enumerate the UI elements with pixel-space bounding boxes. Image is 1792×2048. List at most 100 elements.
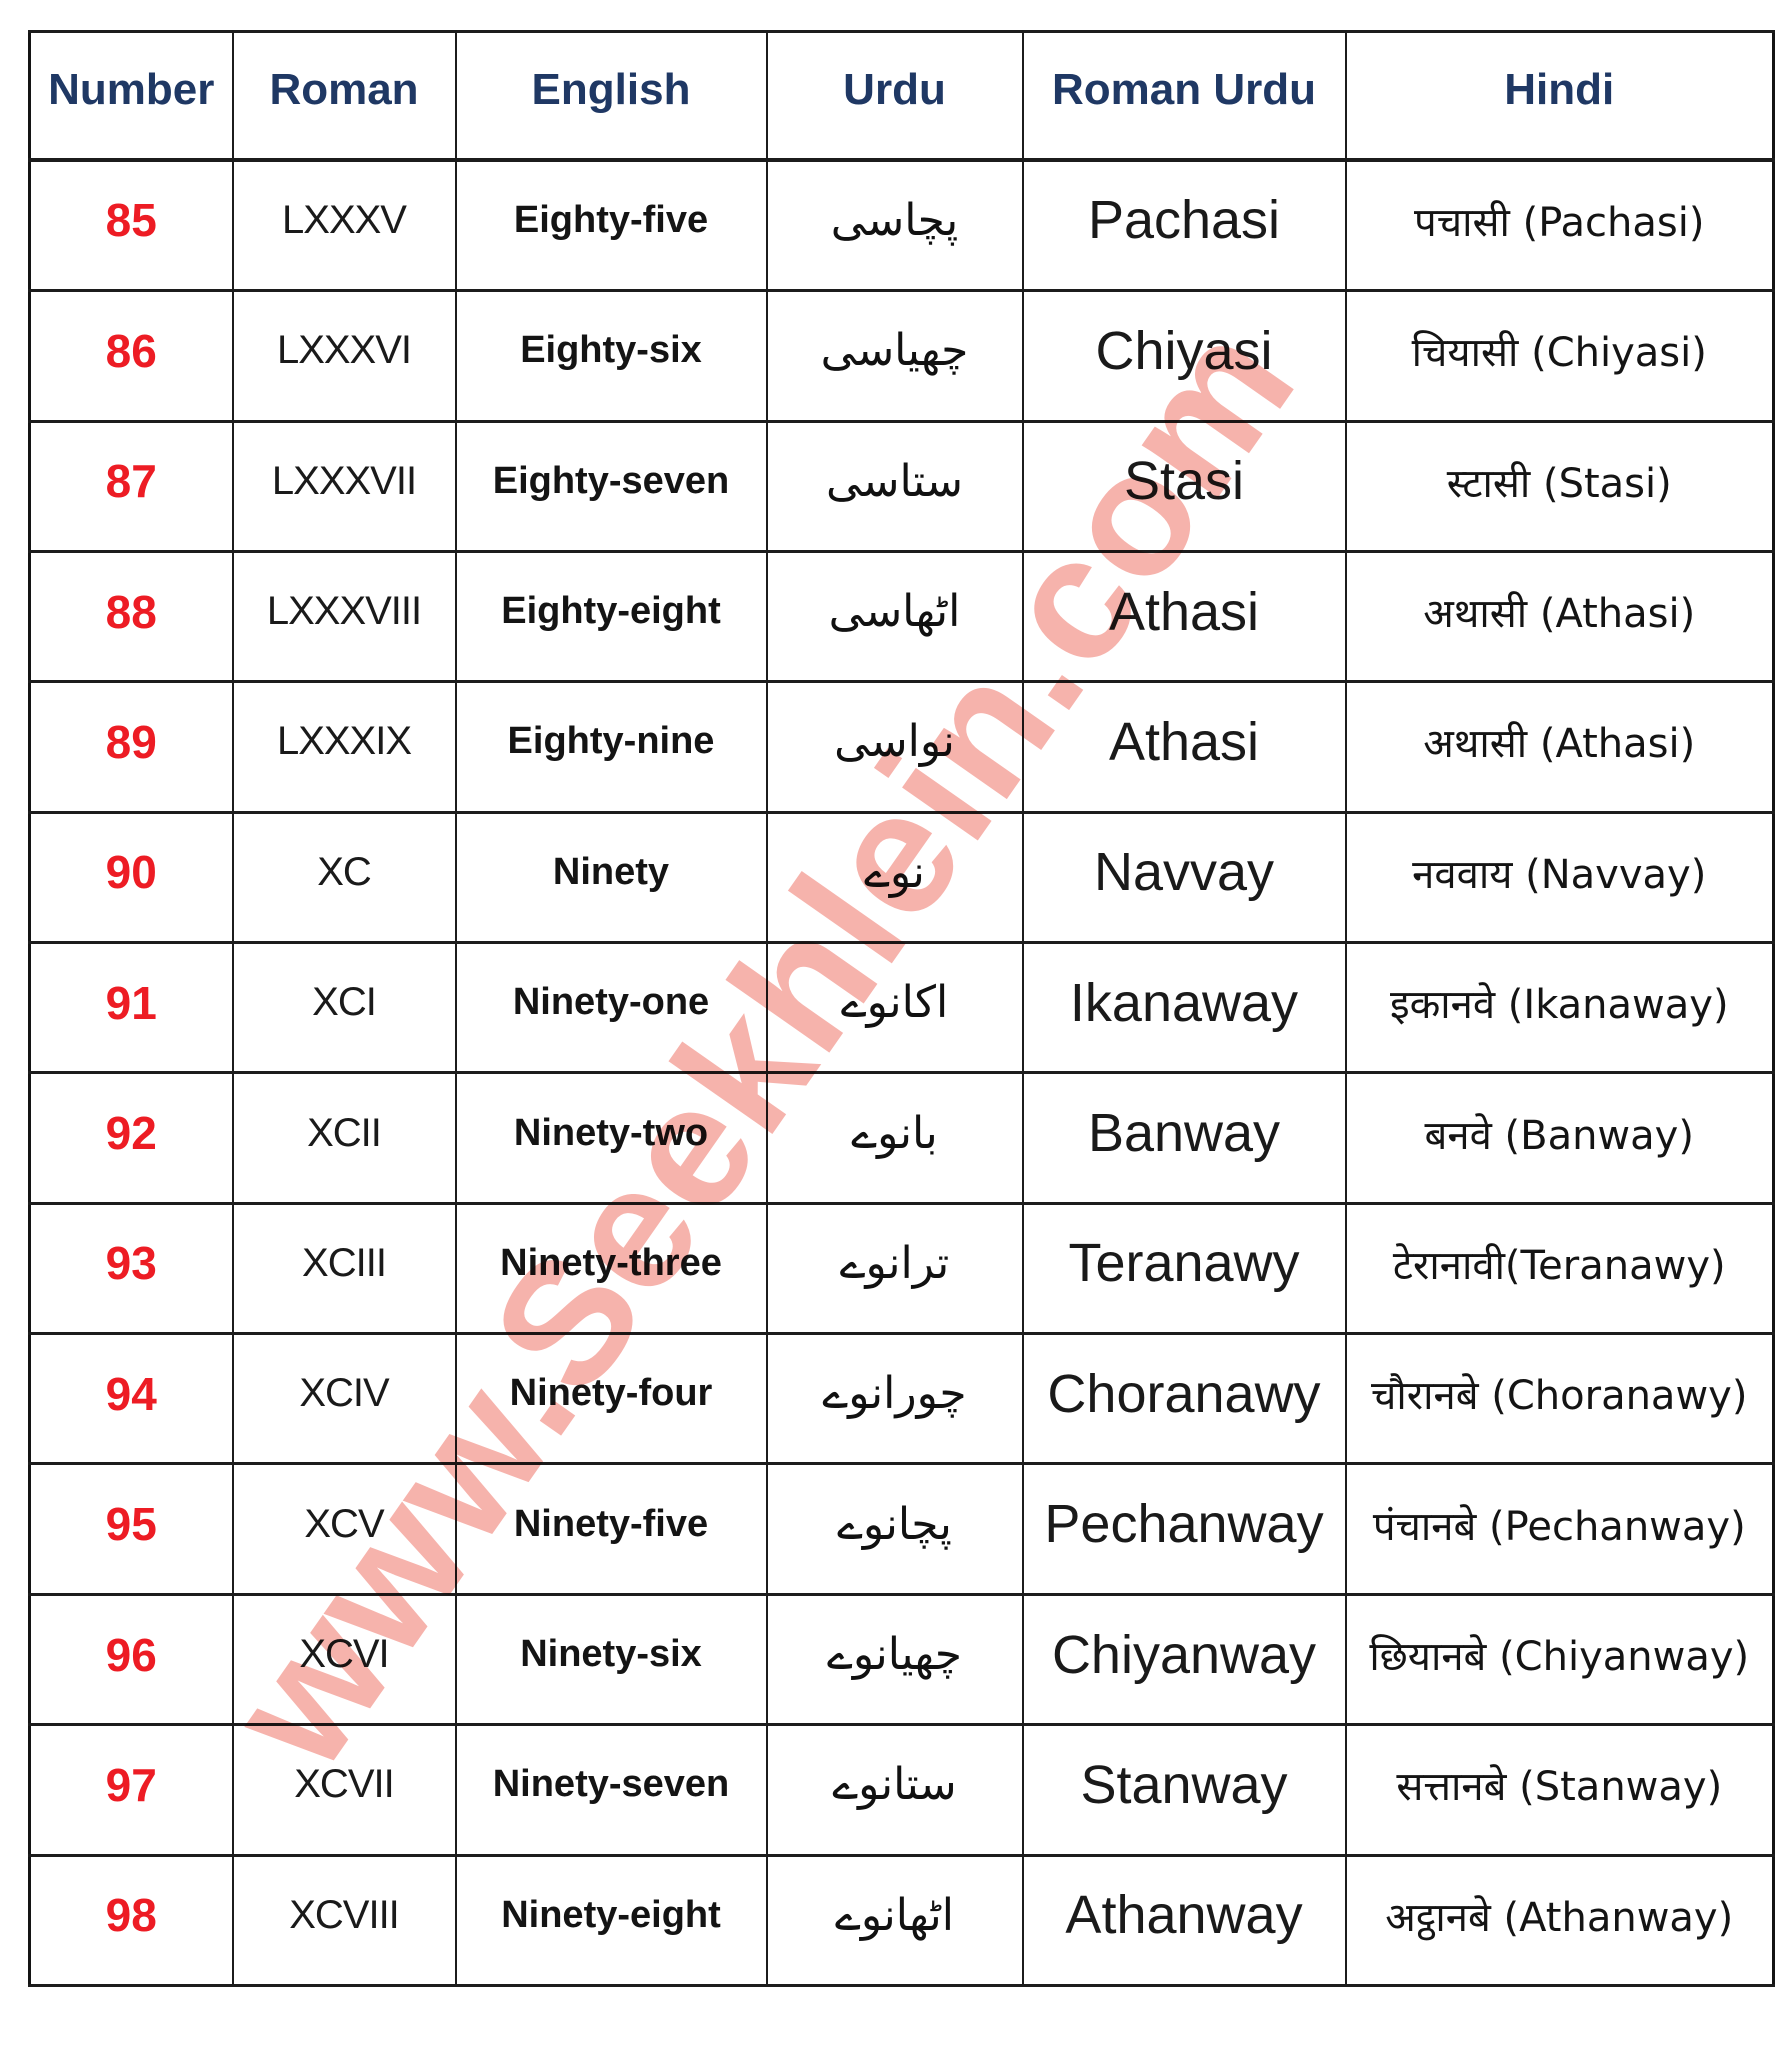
cell-roman: LXXXVI	[231, 289, 457, 423]
cell-urdu: چورانوے	[765, 1332, 1024, 1466]
cell-english: Ninety-four	[454, 1332, 768, 1466]
cell-roman: LXXXVIII	[231, 549, 457, 684]
cell-number: 92	[28, 1071, 234, 1205]
cell-number: 90	[28, 810, 234, 945]
cell-roman_urdu: Stasi	[1021, 419, 1347, 553]
cell-roman: LXXXVII	[231, 419, 457, 553]
cell-urdu: ستانوے	[765, 1723, 1024, 1857]
cell-roman_urdu: Chiyanway	[1021, 1592, 1347, 1727]
cell-english: Ninety-six	[454, 1592, 768, 1727]
table-row: 88 LXXXVIII Eighty-eight اٹھاسی Athasi अथासी …	[28, 549, 1775, 684]
cell-urdu: اٹھانوے	[765, 1853, 1024, 1988]
cell-hindi: सत्तानबे (Stanway)	[1344, 1723, 1775, 1857]
numbers-table: Number Roman English Urdu Roman Urdu Hindi 85…	[28, 30, 1775, 1988]
cell-urdu: چھیانوے	[765, 1592, 1024, 1727]
cell-number: 85	[28, 157, 234, 293]
cell-roman: LXXXV	[231, 157, 457, 293]
cell-hindi: टेरानावी(Teranawy)	[1344, 1201, 1775, 1336]
cell-hindi: पचासी (Pachasi)	[1344, 157, 1775, 293]
table-row: 89 LXXXIX Eighty-nine نواسی Athasi अथासी (Ath…	[28, 680, 1775, 814]
column-header-roman: Roman	[231, 30, 457, 162]
cell-hindi: चौरानबे (Choranawy)	[1344, 1332, 1775, 1466]
cell-english: Ninety-eight	[454, 1853, 768, 1988]
cell-number: 89	[28, 680, 234, 814]
cell-number: 86	[28, 289, 234, 423]
cell-roman: XCVIII	[231, 1853, 457, 1988]
table-row: 93 XCIII Ninety-three ترانوے Teranawy टेरानाव…	[28, 1201, 1775, 1336]
cell-roman_urdu: Athanway	[1021, 1853, 1347, 1988]
table-row: 94 XCIV Ninety-four چورانوے Choranawy चौरानबे…	[28, 1332, 1775, 1466]
cell-roman_urdu: Ikanaway	[1021, 941, 1347, 1075]
cell-english: Eighty-seven	[454, 419, 768, 553]
cell-number: 96	[28, 1592, 234, 1727]
cell-hindi: अथासी (Athasi)	[1344, 549, 1775, 684]
cell-urdu: ستاسی	[765, 419, 1024, 553]
cell-roman: XCIII	[231, 1201, 457, 1336]
table-row: 92 XCII Ninety-two بانوے Banway बनवे (Banway)	[28, 1071, 1775, 1205]
cell-roman: XCV	[231, 1462, 457, 1596]
cell-number: 98	[28, 1853, 234, 1988]
cell-roman: LXXXIX	[231, 680, 457, 814]
cell-roman_urdu: Pechanway	[1021, 1462, 1347, 1596]
cell-english: Ninety	[454, 810, 768, 945]
cell-english: Ninety-one	[454, 941, 768, 1075]
cell-roman: XC	[231, 810, 457, 945]
cell-hindi: अट्ठानबे (Athanway)	[1344, 1853, 1775, 1988]
cell-english: Eighty-six	[454, 289, 768, 423]
cell-roman: XCII	[231, 1071, 457, 1205]
table-row: 95 XCV Ninety-five پچانوے Pechanway पंचानबे (…	[28, 1462, 1775, 1596]
column-header-hindi: Hindi	[1344, 30, 1775, 162]
cell-roman: XCVII	[231, 1723, 457, 1857]
cell-hindi: बनवे (Banway)	[1344, 1071, 1775, 1205]
cell-hindi: इकानवे (Ikanaway)	[1344, 941, 1775, 1075]
cell-number: 87	[28, 419, 234, 553]
cell-number: 91	[28, 941, 234, 1075]
cell-roman_urdu: Chiyasi	[1021, 289, 1347, 423]
cell-urdu: چھیاسی	[765, 289, 1024, 423]
table-row: 85 LXXXV Eighty-five پچاسی Pachasi पचासी (Pac…	[28, 157, 1775, 293]
cell-urdu: پچاسی	[765, 157, 1024, 293]
cell-roman_urdu: Athasi	[1021, 549, 1347, 684]
column-header-number: Number	[28, 30, 234, 162]
cell-hindi: पंचानबे (Pechanway)	[1344, 1462, 1775, 1596]
cell-english: Ninety-seven	[454, 1723, 768, 1857]
cell-roman: XCVI	[231, 1592, 457, 1727]
table-row: 96 XCVI Ninety-six چھیانوے Chiyanway छियानबे …	[28, 1592, 1775, 1727]
cell-roman_urdu: Pachasi	[1021, 157, 1347, 293]
cell-urdu: نوے	[765, 810, 1024, 945]
column-header-english: English	[454, 30, 768, 162]
cell-urdu: بانوے	[765, 1071, 1024, 1205]
cell-roman: XCIV	[231, 1332, 457, 1466]
table-row: 86 LXXXVI Eighty-six چھیاسی Chiyasi चियासी (C…	[28, 289, 1775, 423]
table-row: 90 XC Ninety نوے Navvay नववाय (Navvay)	[28, 810, 1775, 945]
cell-number: 95	[28, 1462, 234, 1596]
table-row: 87 LXXXVII Eighty-seven ستاسی Stasi स्टासी (S…	[28, 419, 1775, 553]
header-row: Number Roman English Urdu Roman Urdu Hindi	[28, 30, 1775, 162]
cell-number: 97	[28, 1723, 234, 1857]
cell-english: Ninety-two	[454, 1071, 768, 1205]
cell-english: Eighty-eight	[454, 549, 768, 684]
cell-roman: XCI	[231, 941, 457, 1075]
cell-hindi: चियासी (Chiyasi)	[1344, 289, 1775, 423]
cell-hindi: नववाय (Navvay)	[1344, 810, 1775, 945]
cell-urdu: پچانوے	[765, 1462, 1024, 1596]
cell-urdu: اکانوے	[765, 941, 1024, 1075]
cell-number: 93	[28, 1201, 234, 1336]
cell-number: 94	[28, 1332, 234, 1466]
cell-hindi: छियानबे (Chiyanway)	[1344, 1592, 1775, 1727]
cell-english: Eighty-nine	[454, 680, 768, 814]
cell-roman_urdu: Stanway	[1021, 1723, 1347, 1857]
cell-hindi: अथासी (Athasi)	[1344, 680, 1775, 814]
cell-urdu: اٹھاسی	[765, 549, 1024, 684]
table-body: 85 LXXXV Eighty-five پچاسی Pachasi पचासी (Pac…	[28, 157, 1775, 1988]
cell-number: 88	[28, 549, 234, 684]
cell-english: Ninety-three	[454, 1201, 768, 1336]
cell-english: Ninety-five	[454, 1462, 768, 1596]
cell-roman_urdu: Athasi	[1021, 680, 1347, 814]
cell-roman_urdu: Teranawy	[1021, 1201, 1347, 1336]
cell-roman_urdu: Choranawy	[1021, 1332, 1347, 1466]
table-row: 97 XCVII Ninety-seven ستانوے Stanway सत्तानबे…	[28, 1723, 1775, 1857]
column-header-urdu: Urdu	[765, 30, 1024, 162]
cell-hindi: स्टासी (Stasi)	[1344, 419, 1775, 553]
